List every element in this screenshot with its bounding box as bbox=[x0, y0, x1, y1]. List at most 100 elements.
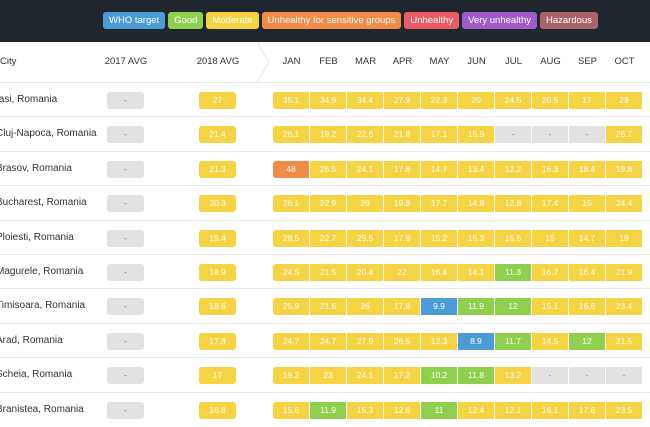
month-value: 23.5 bbox=[606, 401, 642, 419]
month-value: 17.4 bbox=[532, 195, 568, 213]
avg-2018-value: 19.4 bbox=[199, 229, 236, 247]
month-value: 21.8 bbox=[384, 126, 420, 144]
header-month[interactable]: MAY bbox=[429, 56, 450, 67]
table-row[interactable]: Branistea, Romania -16.8 15.6 11.9 15.3 12.6 1… bbox=[0, 391, 650, 427]
table-row[interactable]: Brasov, Romania - 21.3 48 26.5 24.1 17.8 14.7 13… bbox=[0, 150, 650, 186]
legend-item: Good bbox=[168, 12, 204, 29]
month-value: 12.4 bbox=[458, 401, 494, 419]
avg-2018-value: 17.8 bbox=[199, 332, 236, 350]
month-value: 26.5 bbox=[384, 332, 420, 350]
month-value: 21.5 bbox=[606, 332, 642, 350]
city-name[interactable]: Brasov, Romania bbox=[0, 162, 72, 174]
city-name[interactable]: Branistea, Romania bbox=[0, 403, 84, 415]
month-value: 24.1 bbox=[347, 160, 383, 178]
table-row[interactable]: Timisoara, Romania - 18.6 25.9 21.6 26 17.8 9.9… bbox=[0, 288, 650, 323]
month-value: 17.8 bbox=[384, 160, 420, 178]
month-value: 17.8 bbox=[384, 298, 420, 316]
month-value: 15.9 bbox=[458, 126, 494, 144]
table-row[interactable]: Bucharest, Romania -20.3 26.1 22.9 26 19.8 17.… bbox=[0, 185, 650, 220]
month-value: 34.4 bbox=[347, 92, 383, 109]
header-month[interactable]: FEB bbox=[319, 56, 338, 67]
month-value: 17.2 bbox=[384, 367, 420, 385]
month-value: 15.1 bbox=[532, 298, 568, 316]
table-row[interactable]: Iasi, Romania - 27 35.1 34.9 34.4 27.9 22.3 20 24… bbox=[0, 82, 650, 117]
month-value: 22 bbox=[384, 264, 420, 281]
month-value: 22.3 bbox=[421, 92, 457, 109]
header-city[interactable]: City bbox=[0, 56, 17, 67]
column-divider-arrow-icon bbox=[256, 42, 270, 82]
avg-2018-value: 21.3 bbox=[199, 160, 236, 178]
month-value: 11.3 bbox=[495, 264, 531, 281]
header-month[interactable]: JAN bbox=[282, 56, 301, 67]
city-name[interactable]: Bucharest, Romania bbox=[0, 197, 87, 209]
month-value: 22.9 bbox=[310, 195, 346, 213]
month-value: 17 bbox=[569, 92, 605, 109]
legend-item: Moderate bbox=[206, 12, 259, 29]
month-value: 24.5 bbox=[273, 264, 309, 281]
month-value: 16.1 bbox=[532, 401, 568, 419]
month-value: 24.1 bbox=[347, 367, 383, 385]
header-month[interactable]: OCT bbox=[614, 56, 635, 67]
month-value: 20.4 bbox=[347, 264, 383, 281]
month-value: 23 bbox=[310, 367, 346, 385]
month-value: - bbox=[569, 367, 605, 385]
city-name[interactable]: Arad, Romania bbox=[0, 334, 63, 346]
table-row[interactable]: Cluj-Napoca, Romania -21.4 26.1 19.2 22.6 21.… bbox=[0, 116, 650, 151]
month-value: 29 bbox=[606, 92, 642, 109]
table-header: City 2017 AVG 2018 AVG JAN FEB MAR APR MAY JU… bbox=[0, 42, 650, 82]
table-row[interactable]: Scheia, Romania - 17 19.2 23 24.1 17.2 10.2 11.8… bbox=[0, 357, 650, 392]
month-value: 19.2 bbox=[273, 367, 309, 385]
month-value: 20.5 bbox=[532, 92, 568, 109]
city-name[interactable]: Cluj-Napoca, Romania bbox=[0, 128, 97, 140]
month-value: 15 bbox=[569, 195, 605, 213]
header-month[interactable]: SEP bbox=[577, 56, 597, 67]
avg-2017-value: - bbox=[107, 160, 144, 178]
legend-bar: WHO target Good Moderate Unhealthy for sens… bbox=[0, 0, 650, 42]
month-value: 12.3 bbox=[421, 332, 457, 350]
city-name[interactable]: Timisoara, Romania bbox=[0, 300, 86, 312]
month-value: 12 bbox=[495, 298, 531, 316]
table-row[interactable]: Ploiesti, Romania -19.4 28.5 22.7 29.5 17.9 15… bbox=[0, 219, 650, 255]
avg-2018-value: 20.3 bbox=[199, 195, 236, 213]
month-value: 19.8 bbox=[606, 160, 642, 178]
month-value: 12.6 bbox=[384, 401, 420, 419]
month-value: 11.9 bbox=[310, 401, 346, 419]
month-value: 24.7 bbox=[310, 332, 346, 350]
month-value: 11.8 bbox=[458, 367, 494, 385]
legend-item: Hazardous bbox=[539, 12, 598, 29]
avg-2017-value: - bbox=[107, 367, 144, 385]
month-value: 23.4 bbox=[606, 298, 642, 316]
header-2017-avg[interactable]: 2017 AVG bbox=[104, 56, 148, 67]
month-value: 28.5 bbox=[273, 229, 309, 247]
header-month[interactable]: MAR bbox=[354, 56, 377, 67]
month-value: 8.9 bbox=[458, 332, 494, 350]
month-value: - bbox=[569, 126, 605, 144]
avg-2018-value: 18.6 bbox=[199, 298, 236, 316]
aqi-legend: WHO target Good Moderate Unhealthy for sens… bbox=[103, 12, 598, 29]
month-value: 14.7 bbox=[421, 160, 457, 178]
header-2018-avg[interactable]: 2018 AVG bbox=[196, 56, 240, 67]
table-row[interactable]: Arad, Romania -17.8 24.7 24.7 27.9 26.5 12.3 8.… bbox=[0, 322, 650, 358]
legend-item: Unhealthy for sensitive groups bbox=[261, 12, 402, 29]
month-value: 20 bbox=[458, 92, 494, 109]
month-value: 27.9 bbox=[384, 92, 420, 109]
city-name[interactable]: Scheia, Romania bbox=[0, 369, 73, 381]
table-row[interactable]: Magurele, Romania -18.9 24.5 21.5 20.4 22 16.4… bbox=[0, 254, 650, 289]
month-value: 21.5 bbox=[310, 264, 346, 281]
header-month[interactable]: APR bbox=[392, 56, 413, 67]
avg-2017-value: - bbox=[107, 298, 144, 316]
header-month[interactable]: JUL bbox=[505, 56, 522, 67]
month-value: 16.6 bbox=[569, 298, 605, 316]
city-name[interactable]: Iasi, Romania bbox=[0, 94, 58, 105]
month-value: 19 bbox=[606, 229, 642, 247]
avg-2017-value: - bbox=[107, 401, 144, 419]
month-value: - bbox=[532, 126, 568, 144]
month-value: 15.6 bbox=[273, 401, 309, 419]
month-value: 26.1 bbox=[273, 195, 309, 213]
header-month[interactable]: JUN bbox=[467, 56, 486, 67]
month-value: 29.5 bbox=[347, 229, 383, 247]
city-name[interactable]: Magurele, Romania bbox=[0, 266, 84, 277]
month-value: 17.9 bbox=[384, 229, 420, 247]
city-name[interactable]: Ploiesti, Romania bbox=[0, 231, 74, 243]
header-month[interactable]: AUG bbox=[540, 56, 561, 67]
